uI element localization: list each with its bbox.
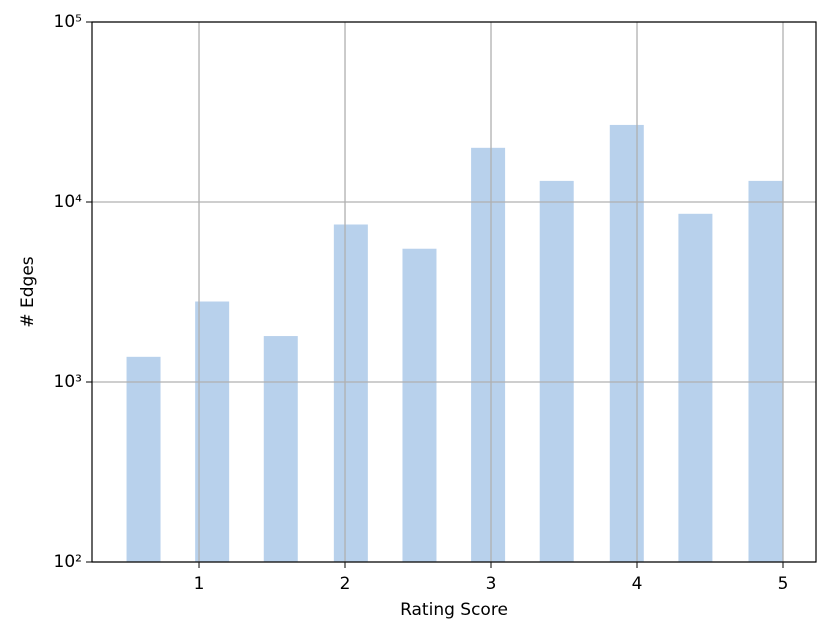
bar xyxy=(333,224,368,563)
y-tick-label: 10³ xyxy=(54,372,82,392)
y-tick-label: 10² xyxy=(54,552,82,572)
bar xyxy=(539,180,574,562)
x-tick-label: 1 xyxy=(194,574,205,594)
y-axis-label: # Edges xyxy=(18,256,38,327)
bar xyxy=(195,301,230,562)
y-tick-label: 10⁵ xyxy=(54,12,82,32)
bar xyxy=(609,124,644,563)
bar xyxy=(126,356,161,562)
x-tick-label: 2 xyxy=(340,574,351,594)
bar xyxy=(263,336,298,562)
bar xyxy=(678,213,713,562)
plot-frame xyxy=(91,21,817,563)
bar xyxy=(748,180,783,562)
bar xyxy=(402,248,437,562)
y-tick-label: 10⁴ xyxy=(54,192,83,212)
x-tick-label: 5 xyxy=(778,574,789,594)
x-tick-label: 3 xyxy=(486,574,497,594)
x-axis-label: Rating Score xyxy=(400,600,508,620)
x-tick-label: 4 xyxy=(632,574,643,594)
bar xyxy=(471,147,506,562)
